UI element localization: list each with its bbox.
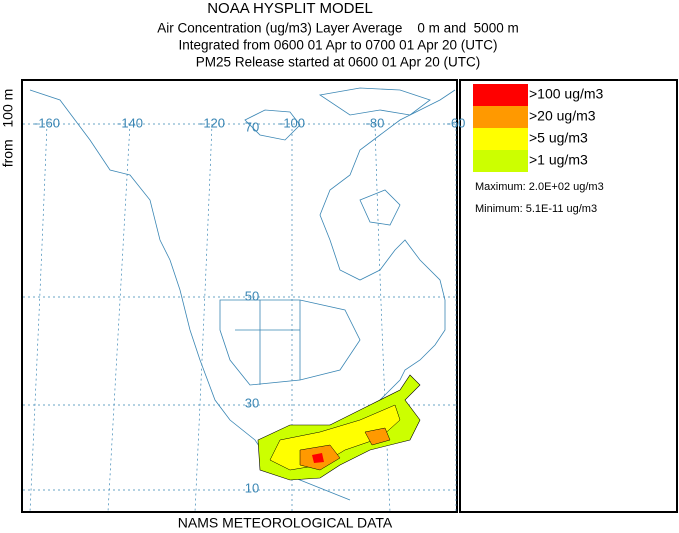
minimum: Minimum: 5.1E-11 ug/m3	[475, 203, 597, 215]
longitude-label: -120	[199, 115, 225, 130]
subtitle: Integrated from 0600 01 Apr to 0700 01 A…	[179, 38, 498, 53]
legend-label: >20 ug/m3	[529, 108, 596, 124]
legend-swatch	[473, 84, 528, 106]
map-frame	[21, 79, 458, 513]
legend-swatch	[473, 106, 528, 128]
subtitle: Air Concentration (ug/m3) Layer Average …	[157, 21, 518, 36]
title: NOAA HYSPLIT MODEL	[207, 0, 373, 17]
legend-swatch	[473, 128, 528, 150]
latitude-label: 70	[245, 119, 259, 134]
coastline	[219, 87, 431, 386]
release-height: from 100 m	[0, 89, 16, 168]
latitude-label: 10	[245, 480, 259, 495]
longitude-label: -100	[279, 115, 305, 130]
maximum: Maximum: 2.0E+02 ug/m3	[475, 181, 604, 193]
graticule	[23, 123, 456, 491]
subtitle: PM25 Release started at 0600 01 Apr 20 (…	[196, 55, 480, 70]
longitude-label: -80	[366, 115, 385, 130]
latitude-label: 30	[245, 395, 259, 410]
legend-label: >5 ug/m3	[529, 130, 588, 146]
longitude-label: -160	[34, 115, 60, 130]
longitude-label: -60	[447, 115, 466, 130]
legend-label: >100 ug/m3	[529, 86, 604, 102]
graticule	[29, 123, 457, 513]
latitude-label: 50	[245, 288, 259, 303]
legend-label: >1 ug/m3	[529, 152, 588, 168]
longitude-label: -140	[117, 115, 143, 130]
plume	[257, 374, 421, 481]
legend-swatch	[473, 150, 528, 172]
map	[21, 79, 458, 513]
footer: NAMS METEOROLOGICAL DATA	[178, 515, 393, 531]
